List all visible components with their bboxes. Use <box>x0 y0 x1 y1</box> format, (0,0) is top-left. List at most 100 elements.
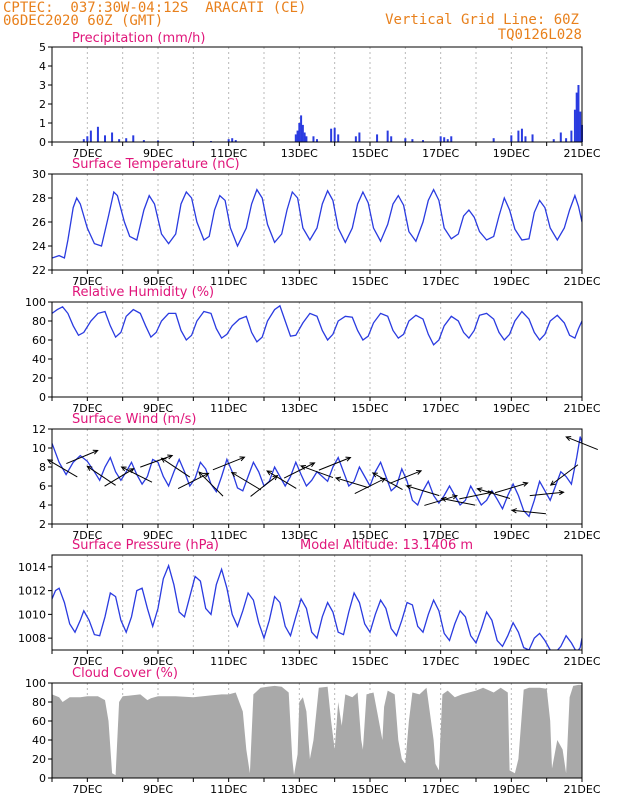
wind-arrow <box>198 471 224 497</box>
precip-bar <box>492 138 495 142</box>
wind-title: Surface Wind (m/s) <box>72 412 196 427</box>
rh-x-tick-label: 17DEC <box>422 402 459 415</box>
wind-arrow-head <box>405 484 412 490</box>
wind-arrow <box>406 485 440 497</box>
pres-x-tick-label: 11DEC <box>210 655 247 668</box>
rh-y-tick-label: 40 <box>32 353 46 366</box>
pres-x-tick-label: 19DEC <box>493 655 530 668</box>
precip-bar <box>358 132 361 142</box>
wind-arrow-head <box>203 472 210 478</box>
wind-y-tick-label: 6 <box>39 480 46 493</box>
wind-arrow <box>212 456 245 471</box>
temp-x-tick-label: 21DEC <box>563 275 600 288</box>
cloud-x-tick-label: 11DEC <box>210 783 247 796</box>
precip-bar <box>443 137 446 142</box>
wind-arrow <box>512 509 546 515</box>
precip-x-tick-label: 9DEC <box>143 147 173 160</box>
cloud-title: Cloud Cover (%) <box>72 666 178 681</box>
rh-frame <box>51 301 583 398</box>
temp-panel: Surface Temperature (nC) 22 24 26 28 30 7DEC 9D… <box>32 157 601 288</box>
wind-arrow-head <box>334 476 342 482</box>
rh-line <box>52 304 582 346</box>
wind-arrow <box>300 465 334 479</box>
wind-arrow <box>354 477 386 495</box>
wind-arrow <box>550 464 579 486</box>
wind-x-tick-label: 11DEC <box>210 529 247 542</box>
precip-panel: Precipitation (mm/h) 0 1 2 3 4 5 7DEC 9DEC 11DEC 1… <box>39 31 601 160</box>
wind-arrow <box>477 488 511 499</box>
precip-bar <box>298 123 301 142</box>
rh-x-tick-label: 13DEC <box>281 402 318 415</box>
cloud-x-tick-label: 7DEC <box>72 783 102 796</box>
wind-arrow-head <box>230 471 237 477</box>
precip-frame <box>51 46 583 143</box>
wind-arrow <box>372 472 403 490</box>
wind-arrow-head <box>451 494 459 500</box>
cloud-y-tick-label: 0 <box>39 772 46 785</box>
wind-arrow-head <box>476 487 483 493</box>
rh-title: Relative Humidity (%) <box>72 285 214 300</box>
precip-bar <box>330 128 333 142</box>
rh-x-tick-label: 7DEC <box>72 402 102 415</box>
wind-arrow-head <box>46 459 53 465</box>
temp-x-tick-label: 15DEC <box>351 275 388 288</box>
wind-arrow <box>121 466 153 483</box>
precip-y-tick-label: 3 <box>39 79 46 92</box>
pres-subtitle: Model Altitude: 13.1406 m <box>300 538 473 553</box>
wind-arrow <box>283 462 315 479</box>
pres-line <box>52 563 582 650</box>
cloud-y-tick-label: 100 <box>25 677 46 690</box>
wind-arrow-head <box>167 454 174 460</box>
precip-bar <box>86 136 89 142</box>
precip-y-tick-label: 4 <box>39 60 46 73</box>
pres-x-tick-label: 9DEC <box>143 655 173 668</box>
wind-arrow-head <box>522 481 529 487</box>
precip-bar <box>404 138 407 142</box>
wind-arrow-head <box>440 496 447 502</box>
pres-y-tick-label: 1008 <box>18 632 46 645</box>
precip-bar <box>104 135 106 142</box>
precip-x-tick-label: 17DEC <box>422 147 459 160</box>
precip-bar <box>577 85 580 142</box>
wind-y-tick-label: 10 <box>32 442 46 455</box>
precip-bar <box>157 140 159 142</box>
wind-arrow-head <box>120 466 127 472</box>
wind-arrow <box>47 459 78 478</box>
header-model-code: TQ0126L028 <box>497 27 582 43</box>
wind-arrow-head <box>345 456 352 462</box>
wind-arrow <box>335 477 369 489</box>
precip-y-tick-label: 0 <box>39 136 46 149</box>
precip-bar <box>520 128 523 142</box>
precip-bar <box>111 132 114 142</box>
cloud-x-tick-label: 15DEC <box>351 783 388 796</box>
rh-panel: Relative Humidity (%) 0 20 40 60 80 100 7DEC 9DE… <box>25 285 601 415</box>
temp-x-tick-label: 11DEC <box>210 275 247 288</box>
rh-x-tick-label: 15DEC <box>351 402 388 415</box>
cloud-y-tick-label: 40 <box>32 734 46 747</box>
precip-bar <box>411 139 414 142</box>
precip-x-tick-label: 15DEC <box>351 147 388 160</box>
wind-x-tick-label: 13DEC <box>281 529 318 542</box>
wind-arrow-head <box>86 465 93 471</box>
pres-x-tick-label: 7DEC <box>72 655 102 668</box>
cloud-panel: Cloud Cover (%) 0 20 40 60 80 100 7DEC 9DEC 11DEC… <box>25 666 601 796</box>
precip-bar <box>570 130 573 142</box>
wind-x-tick-label: 21DEC <box>563 529 600 542</box>
rh-x-tick-label: 19DEC <box>493 402 530 415</box>
header-date: 06DEC2020 60Z (GMT) <box>3 13 164 29</box>
wind-frame <box>51 428 583 525</box>
precip-bar <box>552 139 555 142</box>
cloud-frame <box>51 682 583 779</box>
rh-x-tick-label: 21DEC <box>563 402 600 415</box>
temp-x-tick-label: 19DEC <box>493 275 530 288</box>
temp-y-tick-label: 22 <box>32 264 46 277</box>
temp-y-tick-label: 24 <box>32 240 46 253</box>
precip-bar <box>294 134 297 142</box>
pres-y-tick-label: 1012 <box>18 585 46 598</box>
temp-frame <box>51 173 583 271</box>
pres-y-tick-label: 1014 <box>18 561 46 574</box>
precip-bar <box>82 139 85 142</box>
wind-arrow <box>424 495 458 506</box>
rh-y-tick-label: 60 <box>32 334 46 347</box>
wind-arrow <box>459 491 493 500</box>
